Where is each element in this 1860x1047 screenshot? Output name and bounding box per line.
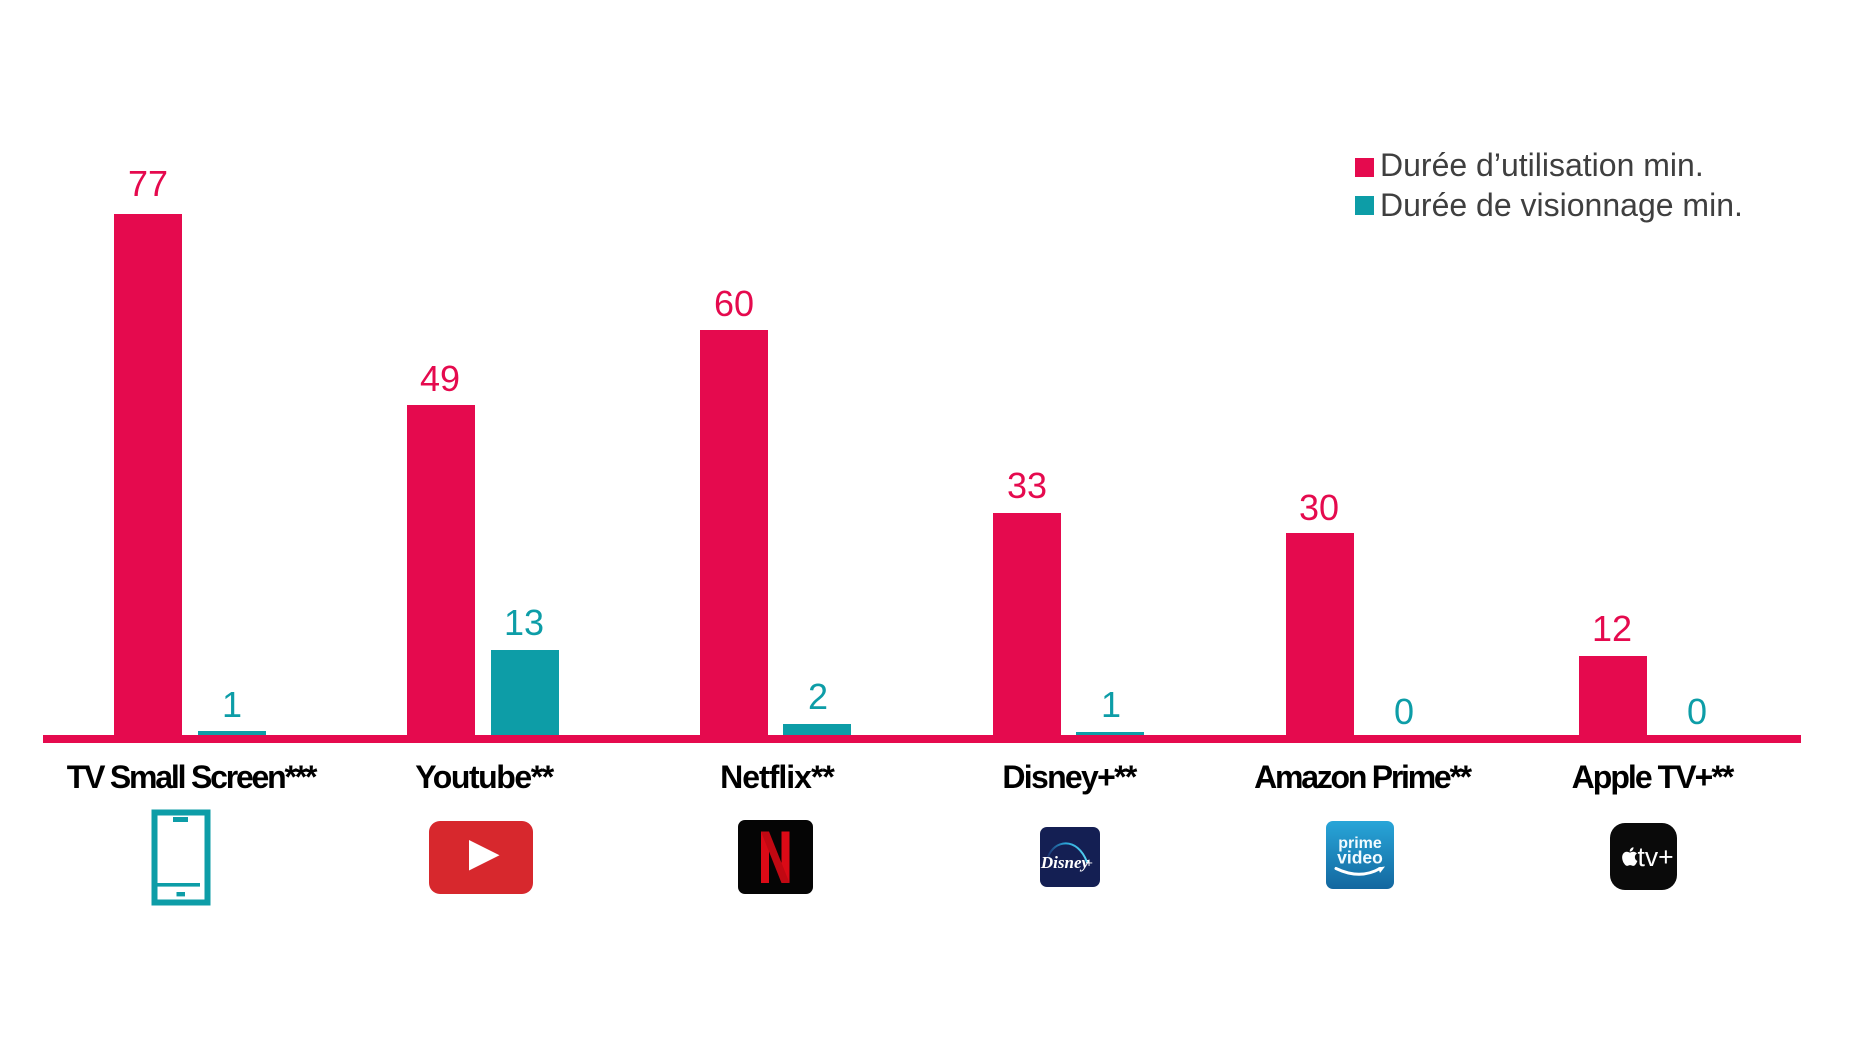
svg-text:video: video [1337, 848, 1383, 868]
svg-text:Disney: Disney [1040, 853, 1090, 872]
svg-text:tv+: tv+ [1638, 842, 1674, 872]
svg-text:+: + [1085, 855, 1093, 870]
svg-text:prime: prime [1338, 835, 1382, 852]
